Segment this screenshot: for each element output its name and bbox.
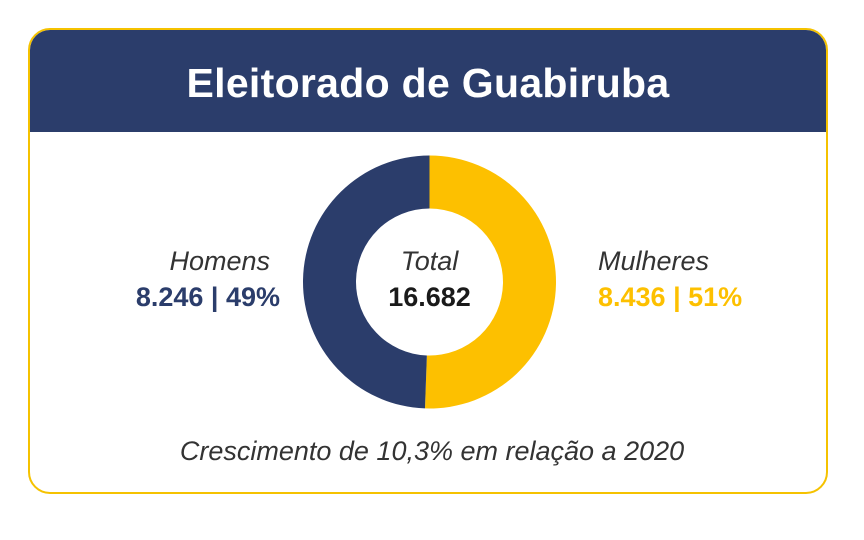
footnote: Crescimento de 10,3% em relação a 2020 [179, 436, 685, 466]
donut-slice-mulheres [424, 155, 556, 409]
chart-card: Eleitorado de Guabiruba [28, 28, 828, 494]
header: Eleitorado de Guabiruba [30, 30, 826, 132]
legend-label-mulheres: Mulheres [598, 246, 710, 276]
center-label: Total [400, 246, 459, 276]
chart-title: Eleitorado de Guabiruba [186, 59, 670, 106]
donut-slice-homens [302, 155, 430, 409]
value-homens: 8.246 | 49% [135, 282, 280, 312]
legend-label-homens: Homens [169, 246, 270, 276]
value-mulheres: 8.436 | 51% [598, 282, 743, 312]
center-value: 16.682 [388, 282, 471, 312]
